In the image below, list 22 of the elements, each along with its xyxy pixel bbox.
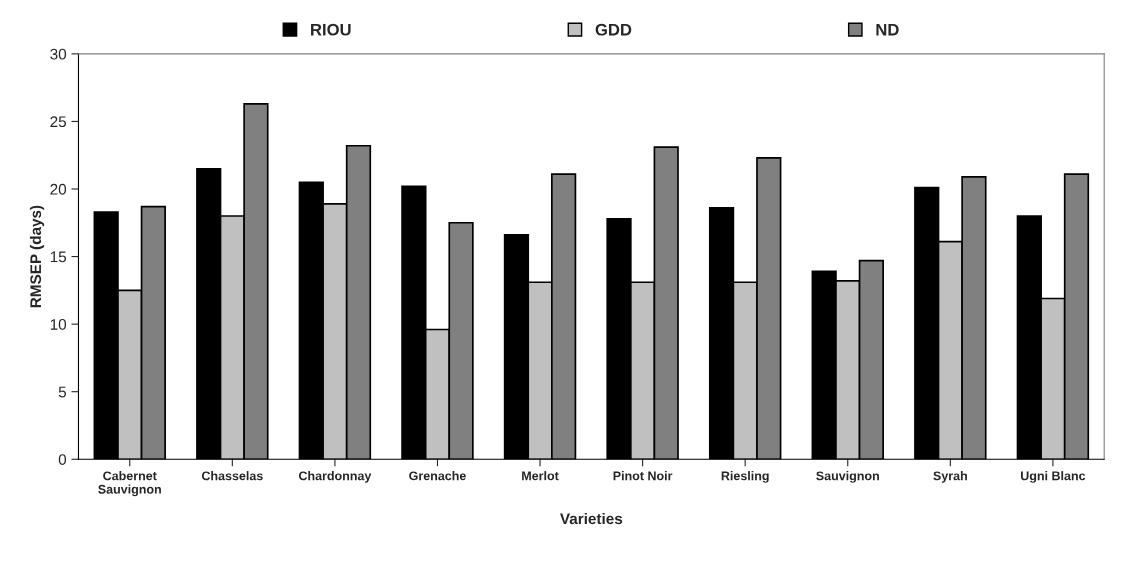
y-tick-label: 5 [58, 386, 67, 398]
y-tick-label: 20 [50, 183, 67, 195]
legend-label: ND [876, 23, 899, 36]
y-tick-label: 25 [50, 116, 67, 128]
x-tick-label: Chasselas [201, 471, 263, 481]
x-tick-label: Syrah [933, 471, 967, 483]
x-tick-label: Merlot [522, 471, 559, 481]
x-tick-label: Riesling [721, 471, 769, 483]
y-tick-label: 30 [50, 48, 67, 60]
x-tick-label: Chardonnay [298, 471, 372, 483]
x-tick-label: Sauvignon [816, 471, 879, 483]
x-tick-label: Ugni Blanc [1021, 471, 1086, 483]
y-tick-label: 10 [50, 319, 67, 330]
x-tick-label: Grenache [409, 471, 466, 481]
y-tick-label: 15 [50, 251, 67, 263]
y-axis-title: RMSEP (days) [29, 205, 45, 308]
legend-label: GDD [595, 23, 632, 36]
x-tick-label: Pinot Noir [613, 471, 673, 481]
x-tick-label: Cabernet Sauvignon [98, 471, 161, 497]
legend-label: RIOU [311, 23, 351, 36]
x-axis-title: Varieties [560, 512, 623, 525]
y-tick-label: 0 [58, 454, 67, 465]
